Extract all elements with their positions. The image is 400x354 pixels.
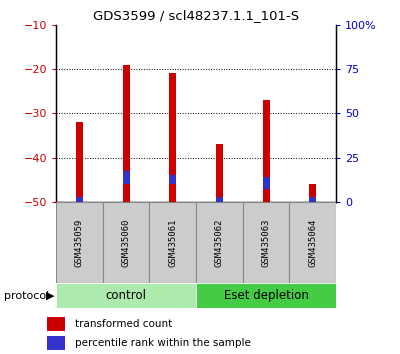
Text: Eset depletion: Eset depletion [224, 289, 308, 302]
Text: GSM435061: GSM435061 [168, 218, 177, 267]
FancyBboxPatch shape [103, 202, 149, 283]
Bar [47, 336, 65, 350]
Bar [309, 198, 316, 202]
Bar [76, 198, 83, 202]
FancyBboxPatch shape [196, 202, 243, 283]
Text: ▶: ▶ [46, 291, 54, 301]
Text: GSM435059: GSM435059 [75, 218, 84, 267]
Text: transformed count: transformed count [75, 319, 172, 329]
Bar [216, 144, 223, 202]
Bar [309, 184, 316, 202]
Title: GDS3599 / scl48237.1.1_101-S: GDS3599 / scl48237.1.1_101-S [93, 9, 299, 22]
Text: GSM435064: GSM435064 [308, 218, 317, 267]
FancyBboxPatch shape [56, 202, 103, 283]
Bar [216, 198, 223, 202]
Text: GSM435063: GSM435063 [262, 218, 270, 267]
FancyBboxPatch shape [243, 202, 289, 283]
Bar [169, 175, 176, 184]
FancyBboxPatch shape [289, 202, 336, 283]
Bar [47, 317, 65, 331]
Text: control: control [106, 289, 146, 302]
Text: protocol: protocol [4, 291, 49, 301]
Bar [122, 171, 130, 184]
Text: GSM435060: GSM435060 [122, 218, 130, 267]
FancyBboxPatch shape [196, 283, 336, 308]
Bar [262, 100, 270, 202]
Bar [76, 122, 83, 202]
Text: GSM435062: GSM435062 [215, 218, 224, 267]
Bar [262, 177, 270, 189]
Bar [169, 74, 176, 202]
FancyBboxPatch shape [149, 202, 196, 283]
Bar [122, 65, 130, 202]
FancyBboxPatch shape [56, 283, 196, 308]
Text: percentile rank within the sample: percentile rank within the sample [75, 338, 251, 348]
